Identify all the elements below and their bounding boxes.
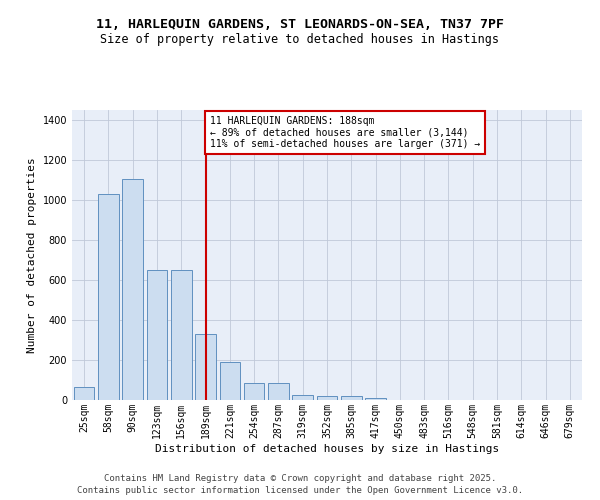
- Bar: [220, 362, 240, 400]
- Bar: [98, 194, 119, 400]
- Text: 11 HARLEQUIN GARDENS: 188sqm
← 89% of detached houses are smaller (3,144)
11% of: 11 HARLEQUIN GARDENS: 188sqm ← 89% of de…: [210, 116, 480, 149]
- Bar: [292, 395, 313, 400]
- Y-axis label: Number of detached properties: Number of detached properties: [27, 157, 37, 353]
- Bar: [195, 334, 216, 400]
- Text: Size of property relative to detached houses in Hastings: Size of property relative to detached ho…: [101, 32, 499, 46]
- Bar: [122, 179, 143, 400]
- Bar: [341, 396, 362, 400]
- Text: 11, HARLEQUIN GARDENS, ST LEONARDS-ON-SEA, TN37 7PF: 11, HARLEQUIN GARDENS, ST LEONARDS-ON-SE…: [96, 18, 504, 30]
- Bar: [171, 270, 191, 400]
- Bar: [365, 398, 386, 400]
- Text: Contains HM Land Registry data © Crown copyright and database right 2025.
Contai: Contains HM Land Registry data © Crown c…: [77, 474, 523, 495]
- Bar: [146, 270, 167, 400]
- Bar: [317, 396, 337, 400]
- Bar: [268, 383, 289, 400]
- X-axis label: Distribution of detached houses by size in Hastings: Distribution of detached houses by size …: [155, 444, 499, 454]
- Bar: [244, 383, 265, 400]
- Bar: [74, 387, 94, 400]
